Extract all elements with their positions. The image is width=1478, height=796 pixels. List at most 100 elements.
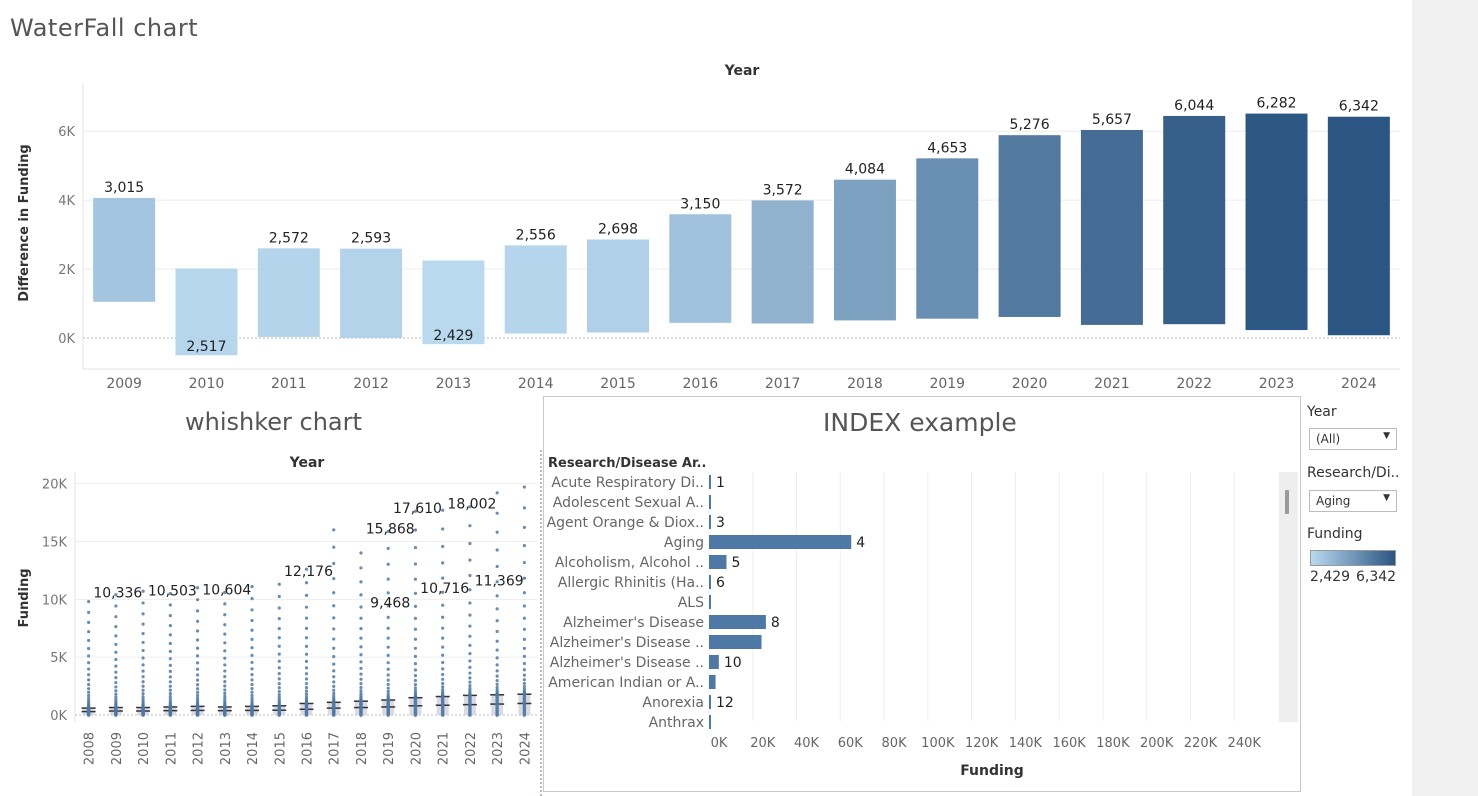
waterfall-bar-label: 6,342 (1339, 99, 1379, 115)
whisker-outlier-point (304, 593, 309, 597)
waterfall-xtick-label: 2024 (1341, 376, 1377, 392)
whisker-outlier-point (359, 672, 363, 676)
whisker-outlier-point (522, 687, 526, 691)
whisker-outlier-point (332, 637, 336, 641)
waterfall-bar (1245, 113, 1308, 331)
whisker-outlier-point (195, 619, 200, 623)
index-row-label: ALS (678, 595, 704, 611)
whisker-point (413, 695, 418, 700)
whisker-point (168, 705, 173, 709)
whisker-outlier-point (114, 692, 118, 696)
whisker-outlier-point (495, 669, 499, 673)
index-bar (709, 495, 711, 509)
whisker-outlier-point (441, 660, 445, 665)
whisker-outlier-point (441, 561, 445, 565)
waterfall-xtick-label: 2011 (271, 376, 307, 392)
whisker-outlier-point (304, 677, 309, 681)
index-scrollbar-track[interactable] (1279, 472, 1298, 722)
whisker-outlier-point (223, 694, 227, 698)
whisker-outlier-point (441, 653, 445, 657)
whisker-point (277, 703, 282, 708)
whisker-outlier-point (223, 623, 227, 627)
index-xtick-label: 240K (1228, 736, 1262, 751)
whisker-outlier-point (522, 604, 526, 608)
whisker-outlier-point (304, 567, 309, 571)
whisker-outlier-point (195, 687, 200, 691)
whisker-outlier-point (386, 546, 390, 550)
waterfall-bar (587, 239, 650, 333)
whisker-outlier-point (114, 670, 118, 674)
whisker-outlier-point (141, 601, 145, 605)
whisker-outlier-point (495, 607, 499, 611)
whisker-outlier-point (522, 654, 526, 658)
waterfall-xtick-label: 2019 (929, 376, 965, 392)
waterfall-xtick-label: 2023 (1259, 376, 1295, 392)
whisker-outlier-point (223, 684, 227, 688)
research-filter-dropdown[interactable]: Aging ▼ (1309, 490, 1397, 512)
whisker-outlier-point (495, 685, 499, 690)
whisker-outlier-point (441, 667, 445, 671)
index-bar (709, 535, 852, 549)
waterfall-bar-label: 3,572 (763, 182, 803, 198)
whisker-outlier-point (413, 683, 418, 687)
whisker-ytick-label: 5K (50, 651, 67, 666)
whisker-outlier-point (87, 690, 91, 694)
whisker-outlier-point (114, 698, 118, 702)
waterfall-bar-label: 6,044 (1174, 98, 1214, 114)
whisker-outlier-point (250, 584, 254, 589)
whisker-outlier-point (304, 681, 309, 686)
whisker-outlier-point (304, 666, 309, 670)
whisker-outlier-point (413, 668, 418, 672)
whisker-outlier-point (114, 604, 118, 608)
index-bar-label: 8 (771, 615, 780, 631)
chevron-down-icon: ▼ (1383, 431, 1390, 441)
whisker-outlier-point (87, 654, 91, 658)
whisker-outlier-label: 15,868 (366, 521, 415, 537)
whisker-outlier-point (114, 680, 118, 685)
whisker-outlier-point (277, 686, 281, 690)
whisker-outlier-label: 10,716 (420, 581, 469, 597)
year-filter-dropdown[interactable]: (All) ▼ (1309, 428, 1397, 450)
waterfall-xlabel: Year (724, 63, 760, 79)
waterfall-bar (751, 200, 814, 324)
whisker-outlier-point (495, 648, 499, 652)
right-gutter (1412, 0, 1478, 796)
whisker-outlier-point (277, 695, 281, 699)
whisker-xtick-label: 2019 (382, 732, 397, 765)
whisker-outlier-point (195, 609, 200, 613)
index-bar-label: 10 (724, 655, 742, 671)
whisker-outlier-point (495, 594, 499, 598)
whisker-outlier-point (168, 657, 172, 661)
waterfall-bar (1080, 129, 1143, 325)
waterfall-xtick-label: 2014 (518, 376, 554, 392)
whisker-outlier-point (223, 679, 227, 684)
whisker-outlier-point (114, 676, 118, 680)
whisker-outlier-point (359, 605, 363, 609)
whisker-outlier-point (250, 646, 254, 650)
whisker-outlier-point (386, 615, 390, 620)
whisker-outlier-point (332, 528, 336, 532)
whisker-outlier-point (332, 669, 336, 673)
research-filter-value: Aging (1316, 494, 1351, 508)
whisker-outlier-point (195, 696, 200, 700)
whisker-point (522, 692, 527, 697)
whisker-outlier-point (87, 600, 91, 604)
whisker-outlier-point (168, 688, 172, 692)
whisker-point (331, 700, 336, 705)
index-scrollbar-thumb[interactable] (1285, 490, 1289, 514)
whisker-outlier-point (413, 604, 418, 608)
index-xtick-label: 40K (794, 736, 820, 751)
whisker-outlier-point (168, 663, 172, 667)
index-xtick-label: 160K (1052, 736, 1086, 751)
index-xtick-label: 60K (838, 736, 864, 751)
whisker-xtick-label: 2011 (164, 732, 179, 765)
whisker-outlier-point (277, 636, 281, 640)
whisker-outlier-point (359, 653, 363, 657)
whisker-outlier-point (277, 626, 281, 631)
whisker-outlier-point (168, 694, 172, 699)
waterfall-xtick-label: 2010 (189, 376, 225, 392)
whisker-outlier-point (522, 560, 526, 565)
whisker-outlier-point (468, 601, 472, 605)
index-row-label: Alzheimer's Disease .. (550, 655, 704, 671)
index-bar-label: 6 (716, 575, 725, 591)
